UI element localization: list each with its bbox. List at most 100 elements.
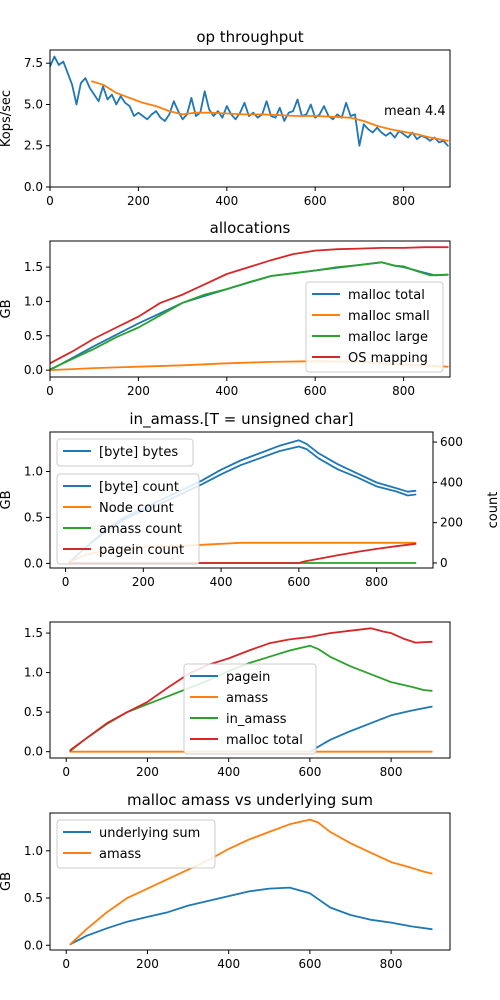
x-tick-label: 800 — [392, 194, 415, 208]
y-tick-label: 5.0 — [24, 97, 43, 111]
y-axis-label: GB — [0, 491, 14, 510]
y-axis-label: GB — [0, 872, 14, 891]
x-tick-label: 600 — [304, 384, 327, 398]
legend: [byte] bytes — [56, 438, 194, 467]
x-tick-label: 600 — [298, 765, 321, 779]
x-tick-label: 400 — [217, 957, 240, 971]
series-line-1-3 — [50, 246, 449, 365]
x-tick-label: 400 — [215, 384, 238, 398]
legend-box — [56, 473, 200, 565]
series-line-1-2 — [50, 261, 449, 371]
y-tick-label: 2.5 — [24, 139, 43, 153]
legend-entry: malloc total — [226, 733, 303, 748]
plot-frame — [49, 240, 451, 378]
y-tick-label: 1.5 — [24, 260, 43, 274]
y-tick-label: 1.0 — [24, 294, 43, 308]
legend-box — [305, 281, 444, 373]
series-line-2-4 — [68, 542, 417, 564]
plot-frame — [49, 49, 451, 188]
x-tick-label: 200 — [136, 957, 159, 971]
x-tick-label: 0 — [62, 765, 70, 779]
x-tick-label: 200 — [136, 765, 159, 779]
legend-entry: underlying sum — [99, 826, 200, 841]
legend: [byte] count Node count amass count pagein … — [56, 473, 200, 565]
chart-title: in_amass.[T = unsigned char] — [129, 410, 353, 429]
plot-frame — [49, 621, 451, 759]
chart-panel-4: malloc amass vs underlying sum GB 0 200 400 6… — [0, 791, 451, 971]
y-tick-label-right: 0 — [440, 556, 448, 570]
chart-panel-2: in_amass.[T = unsigned char] GB count 0 200 4… — [0, 410, 500, 589]
series-line-0-0 — [50, 55, 449, 147]
legend-box — [183, 663, 317, 755]
x-tick-label: 600 — [298, 957, 321, 971]
legend-entry: amass — [226, 691, 268, 706]
y-tick-label-right: 200 — [440, 516, 463, 530]
x-tick-label: 800 — [380, 957, 403, 971]
plot-frame — [49, 431, 434, 569]
y-tick-label: 0.5 — [24, 329, 43, 343]
legend-entry: malloc total — [348, 288, 425, 303]
plot-frame — [49, 812, 451, 951]
x-tick-label: 200 — [127, 384, 150, 398]
legend-entry: Node count — [99, 501, 174, 516]
x-tick-label: 800 — [365, 575, 388, 589]
x-tick-label: 200 — [127, 194, 150, 208]
legend-entry: OS mapping — [348, 351, 428, 366]
x-tick-label: 400 — [215, 194, 238, 208]
x-tick-label: 0 — [46, 384, 54, 398]
x-tick-label: 800 — [392, 384, 415, 398]
series-line-0-1 — [91, 80, 449, 142]
series-line-3-3 — [69, 627, 433, 751]
legend: underlying sum amass — [56, 819, 216, 869]
legend-box — [56, 438, 194, 467]
chart-title: op throughput — [196, 28, 303, 46]
y-tick-label: 0.5 — [24, 510, 43, 524]
series-line-4-1 — [69, 818, 433, 946]
x-tick-label: 800 — [380, 765, 403, 779]
y-tick-label: 1.0 — [24, 666, 43, 680]
legend-entry: in_amass — [226, 712, 287, 727]
y-tick-label: 7.5 — [24, 56, 43, 70]
chart-title: allocations — [210, 219, 291, 237]
y-tick-label: 0.0 — [24, 556, 43, 570]
chart-title: malloc amass vs underlying sum — [127, 791, 373, 809]
x-tick-label: 600 — [287, 575, 310, 589]
y-tick-label: 1.0 — [24, 465, 43, 479]
x-tick-label: 0 — [46, 194, 54, 208]
y-tick-label: 0.0 — [24, 363, 43, 377]
chart-panel-3: 0 200 400 600 800 0.0 0.5 1.0 1.5 pagein amass in_a… — [24, 621, 451, 779]
legend-entry: malloc large — [348, 330, 428, 345]
legend-entry: pagein — [226, 670, 270, 685]
x-tick-label: 400 — [217, 765, 240, 779]
x-tick-label: 200 — [132, 575, 155, 589]
y-tick-label: 0.0 — [24, 180, 43, 194]
y-tick-label: 0.5 — [24, 705, 43, 719]
y-tick-label: 0.0 — [24, 745, 43, 759]
legend-entry: malloc small — [348, 309, 430, 324]
y-tick-label-right: 600 — [440, 435, 463, 449]
y-tick-label: 0.5 — [24, 891, 43, 905]
y-tick-label-right: 400 — [440, 475, 463, 489]
chart-panel-1: allocations GB 0 200 400 600 800 0.0 0.5 1.0 1.5 ma… — [0, 219, 451, 398]
legend: malloc total malloc small malloc large OS m… — [305, 281, 444, 373]
chart-panel-0: op throughput Kops/sec 0 200 400 600 800 0.0 2.5… — [0, 28, 451, 208]
legend-entry: amass count — [99, 522, 182, 537]
series-line-4-0 — [69, 886, 433, 946]
legend-entry: amass — [99, 847, 141, 862]
x-tick-label: 0 — [62, 575, 70, 589]
y-tick-label: 1.0 — [24, 844, 43, 858]
legend-entry: [byte] bytes — [99, 445, 178, 460]
legend-entry: [byte] count — [99, 480, 179, 495]
y-axis-label-right: count — [486, 492, 500, 529]
legend-box — [56, 819, 216, 869]
y-axis-label: GB — [0, 300, 14, 319]
x-tick-label: 400 — [210, 575, 233, 589]
legend-entry: pagein count — [99, 543, 184, 558]
y-tick-label: 1.5 — [24, 626, 43, 640]
y-axis-label: Kops/sec — [0, 90, 14, 147]
x-tick-label: 600 — [304, 194, 327, 208]
x-tick-label: 0 — [62, 957, 70, 971]
y-tick-label: 0.0 — [24, 938, 43, 952]
